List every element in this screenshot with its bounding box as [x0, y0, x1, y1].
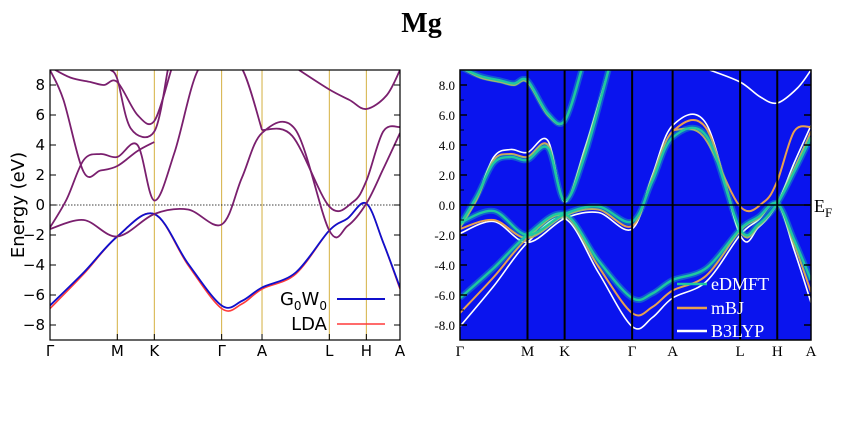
right-axes: 8.06.04.02.00.0-2.0-4.0-6.0-8.0Γ M K Γ A L H AE… [434, 69, 832, 360]
edmft-band [463, 70, 583, 126]
legend-label-b3lyp: B3LYP [711, 321, 764, 341]
ytick-label: −6 [23, 286, 45, 304]
ytick-label: -8.0 [434, 318, 455, 333]
left-ylabel: Energy (eV) [8, 152, 29, 258]
ytick-label: 4 [35, 136, 45, 154]
right-legend: eDMFT mBJ B3LYP [677, 274, 769, 341]
kpoint-label: L [325, 342, 334, 360]
left-bands [50, 70, 400, 312]
g0w0-band [50, 70, 155, 178]
figure-title: Mg [401, 8, 442, 39]
legend-label-g0w0: G0W0 [280, 289, 327, 313]
legend-sub: 0 [294, 299, 302, 313]
kpoint-label: Γ [217, 342, 226, 360]
g0w0-band [50, 70, 263, 228]
g0w0-band [261, 125, 400, 212]
ytick-label: 8.0 [439, 78, 455, 93]
mbj-band [672, 125, 811, 213]
right-spectral-plot: 8.06.04.02.00.0-2.0-4.0-6.0-8.0Γ M K Γ A L H AE… [434, 69, 832, 360]
right-kpoint-lines [460, 70, 811, 340]
ytick-label: -6.0 [434, 288, 455, 303]
ytick-label: 8 [35, 76, 45, 94]
kpoint-label: A [806, 344, 817, 360]
band-group [460, 70, 811, 330]
ytick-label: −8 [23, 316, 45, 334]
legend-w: W [302, 289, 320, 310]
ytick-label: 0.0 [439, 198, 455, 213]
right-bands [460, 70, 811, 330]
fermi-e: E [814, 196, 825, 216]
legend-label-mbj: mBJ [711, 298, 744, 318]
legend-label-lda: LDA [291, 314, 328, 335]
ytick-label: 4.0 [439, 138, 455, 153]
g0w0-band [50, 120, 400, 239]
band-group [50, 70, 400, 312]
g0w0-band [50, 201, 400, 309]
kpoint-label: A [257, 342, 268, 360]
ytick-label: 6.0 [439, 108, 455, 123]
ytick-label: -2.0 [434, 228, 455, 243]
legend-g: G [280, 289, 294, 310]
edmft-band [460, 201, 811, 302]
kpoint-label: H [772, 344, 783, 360]
legend-label-edmft: eDMFT [711, 274, 769, 294]
kpoint-label: Γ [456, 344, 465, 360]
ytick-label: −2 [23, 226, 45, 244]
ytick-label: -4.0 [434, 258, 455, 273]
ytick-label: 2 [35, 166, 45, 184]
kpoint-label: A [667, 344, 678, 360]
kpoint-label: H [361, 342, 372, 360]
kpoint-label: Γ [46, 342, 55, 360]
fermi-level-label: EF [814, 196, 832, 220]
legend-sub2: 0 [319, 299, 327, 313]
edmft-band [460, 126, 811, 237]
fermi-sub: F [825, 205, 832, 220]
kpoint-label: M [521, 344, 534, 360]
ytick-label: 2.0 [439, 168, 455, 183]
b3lyp-band [709, 70, 811, 105]
kpoint-label: M [111, 342, 124, 360]
g0w0-band [109, 70, 169, 139]
g0w0-band [53, 70, 173, 126]
kpoint-label: K [149, 342, 160, 360]
ytick-label: −4 [23, 256, 45, 274]
kpoint-label: A [395, 342, 406, 360]
kpoint-label: K [559, 344, 570, 360]
g0w0-band [298, 70, 400, 110]
kpoint-label: L [736, 344, 745, 360]
ytick-label: 0 [35, 196, 45, 214]
kpoint-label: Γ [628, 344, 637, 360]
ytick-label: 6 [35, 106, 45, 124]
